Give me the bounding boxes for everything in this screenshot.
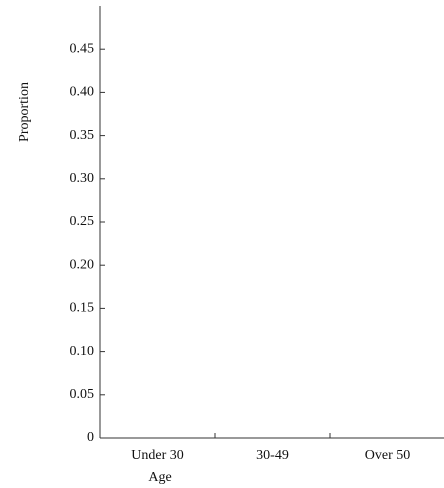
y-tick-label: 0.10 xyxy=(70,344,95,359)
x-tick-label: 30-49 xyxy=(256,448,289,463)
y-tick-label: 0.30 xyxy=(70,171,95,186)
y-tick-label: 0.40 xyxy=(70,85,95,100)
y-axis-label: Proportion xyxy=(17,82,32,142)
y-tick-label: 0.45 xyxy=(70,41,95,56)
y-tick-label: 0.25 xyxy=(70,214,95,229)
y-tick-label: 0.35 xyxy=(70,128,95,143)
x-tick-label: Under 30 xyxy=(131,448,184,463)
x-tick-label: Over 50 xyxy=(365,448,411,463)
y-tick-label: 0.20 xyxy=(70,257,95,272)
y-tick-label: 0.15 xyxy=(70,301,95,316)
y-tick-label: 0 xyxy=(87,430,94,445)
y-tick-label: 0.05 xyxy=(70,387,95,402)
x-axis-label: Age xyxy=(148,470,171,485)
